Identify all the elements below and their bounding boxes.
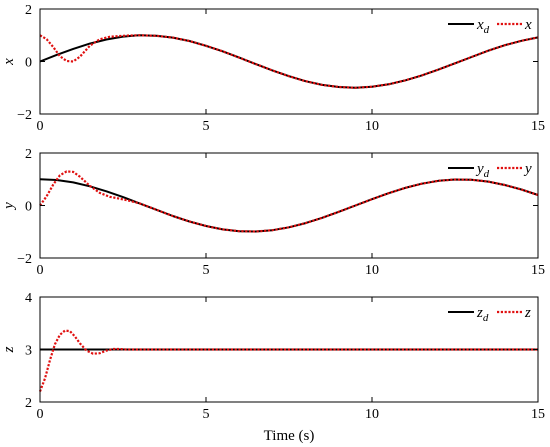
x-tick-label: 15 xyxy=(531,263,545,278)
y-tick-label: 3 xyxy=(25,344,32,359)
subplot-y: 0 5 10 15 −2 0 2 y yd y xyxy=(1,147,545,278)
y-axis-title: z xyxy=(1,346,17,353)
legend-label-actual: z xyxy=(524,305,531,321)
y-tick-label: 4 xyxy=(25,291,32,306)
y-tick-label: −2 xyxy=(17,108,32,123)
series-line-x xyxy=(39,34,539,89)
y-tick-label: 2 xyxy=(25,3,32,18)
y-axis-title: y xyxy=(1,202,17,211)
series-line-y xyxy=(39,170,539,233)
legend-label-actual: y xyxy=(523,161,532,177)
legend: xd x xyxy=(448,17,532,36)
x-tick-label: 10 xyxy=(365,119,379,134)
legend-label-reference: yd xyxy=(475,161,490,180)
x-tick-label: 0 xyxy=(37,407,44,422)
x-tick-label: 5 xyxy=(203,407,210,422)
x-tick-label: 10 xyxy=(365,407,379,422)
y-tick-label: 0 xyxy=(25,200,32,215)
x-tick-label: 0 xyxy=(37,263,44,278)
legend-label-reference: zd xyxy=(476,305,489,324)
y-tick-label: −2 xyxy=(17,252,32,267)
x-tick-label: 5 xyxy=(203,263,210,278)
x-tick-label: 10 xyxy=(365,263,379,278)
y-tick-label: 2 xyxy=(25,396,32,411)
legend-label-actual: x xyxy=(524,17,532,33)
legend: zd z xyxy=(448,305,531,324)
x-tick-label: 15 xyxy=(531,119,545,134)
y-tick-label: 0 xyxy=(25,56,32,71)
series-line-z xyxy=(38,329,538,392)
x-tick-label: 0 xyxy=(37,119,44,134)
series-line-x-d xyxy=(39,34,539,89)
y-axis-title: x xyxy=(1,58,17,66)
subplot-x: 0 5 10 15 −2 0 2 x xd x xyxy=(1,3,545,134)
legend-label-reference: xd xyxy=(476,17,490,36)
x-tick-label: 15 xyxy=(531,407,545,422)
series-line-y-d xyxy=(39,178,539,233)
y-tick-label: 2 xyxy=(25,147,32,162)
subplot-z: 0 5 10 15 2 3 4 z zd z xyxy=(1,291,545,422)
legend: yd y xyxy=(448,161,532,180)
x-tick-label: 5 xyxy=(203,119,210,134)
x-axis-title: Time (s) xyxy=(264,428,315,444)
